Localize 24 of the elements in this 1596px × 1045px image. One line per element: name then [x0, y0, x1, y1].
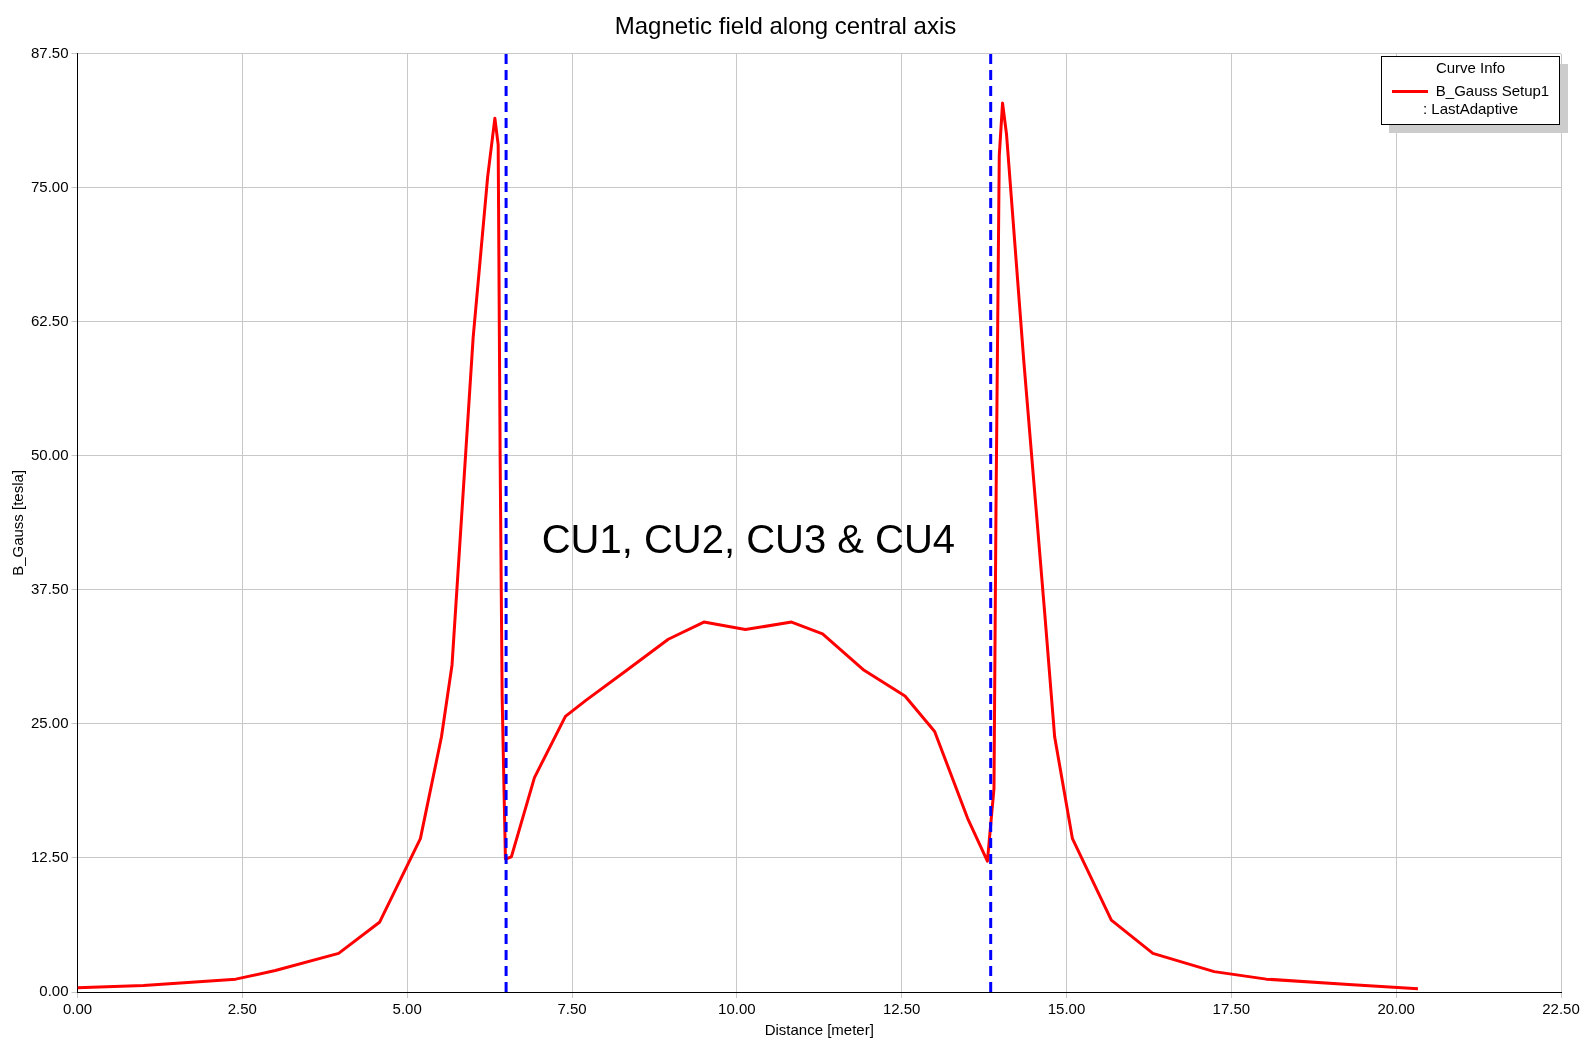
x-tick-label: 10.00	[718, 1000, 756, 1018]
y-tick-label: 75.00	[30, 177, 69, 195]
annotation: CU1, CU2, CU3 & CU4	[541, 516, 956, 561]
y-tick-label: 62.50	[30, 312, 69, 329]
y-tick-label: 50.00	[30, 446, 69, 464]
x-tick-label: 12.50	[882, 1000, 921, 1018]
chart-title: Magnetic field along central axis	[614, 12, 957, 40]
legend-label: B_Gauss Setup1 : LastAdaptive	[1421, 81, 1551, 118]
y-axis-title: B_Gauss [tesla]	[9, 469, 27, 576]
y-tick-label: 87.50	[30, 43, 69, 61]
x-axis-title: Distance [meter]	[764, 1021, 874, 1039]
x-tick-label: 22.50	[1542, 1000, 1580, 1018]
x-tick-label: 17.50	[1212, 1000, 1251, 1018]
x-tick-label: 0.00	[62, 1000, 93, 1018]
x-tick-label: 2.50	[227, 1000, 257, 1018]
y-tick-label: 25.00	[30, 714, 69, 732]
x-tick-label: 20.00	[1377, 1000, 1415, 1018]
y-tick-label: 12.50	[30, 848, 69, 866]
y-tick-label: 37.50	[30, 580, 69, 598]
x-tick-label: 15.00	[1047, 1000, 1086, 1018]
x-tick-label: 7.50	[557, 1000, 587, 1018]
y-tick-label: 0.00	[39, 982, 69, 1000]
x-tick-label: 5.00	[392, 1000, 422, 1018]
legend-title: Curve Info	[1434, 58, 1507, 76]
